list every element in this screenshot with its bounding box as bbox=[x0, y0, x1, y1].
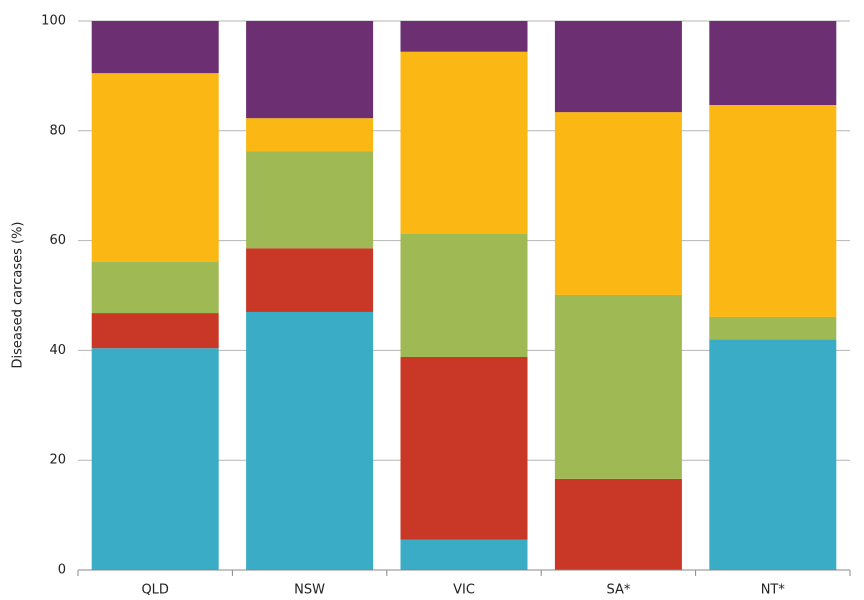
y-tick-label: 60 bbox=[49, 233, 66, 248]
x-tick-label: SA* bbox=[606, 583, 630, 598]
bar-segment bbox=[246, 21, 374, 119]
bar-segment bbox=[400, 539, 528, 570]
bar-segment bbox=[554, 112, 682, 295]
bar-segment bbox=[400, 51, 528, 235]
bar-segment bbox=[400, 21, 528, 52]
bar-segment bbox=[709, 316, 837, 340]
bar-segment bbox=[554, 294, 682, 479]
bar-segment bbox=[554, 21, 682, 113]
y-tick-label: 100 bbox=[41, 14, 66, 29]
bar-segment bbox=[709, 339, 837, 570]
x-tick-label: NSW bbox=[294, 583, 325, 598]
bar-segment bbox=[554, 478, 682, 570]
bar-segment bbox=[400, 234, 528, 357]
y-tick-label: 20 bbox=[49, 453, 66, 468]
x-tick-label: NT* bbox=[761, 583, 786, 598]
bar-segment bbox=[91, 262, 219, 314]
bar-segment bbox=[246, 248, 374, 312]
bar-segment bbox=[91, 313, 219, 349]
bar-segment bbox=[400, 356, 528, 540]
x-tick-label: VIC bbox=[453, 583, 475, 598]
y-tick-label: 40 bbox=[49, 343, 66, 358]
y-axis-title: Diseased carcases (%) bbox=[11, 222, 26, 369]
y-tick-label: 0 bbox=[58, 563, 66, 578]
y-tick-label: 80 bbox=[49, 123, 66, 138]
bar-segment bbox=[91, 73, 219, 263]
bar-segment bbox=[246, 311, 374, 570]
bar-segment bbox=[709, 104, 837, 317]
bar-segment bbox=[91, 348, 219, 570]
bar-segment bbox=[246, 151, 374, 249]
bar-segment bbox=[709, 21, 837, 105]
x-tick-label: QLD bbox=[141, 583, 169, 598]
bar-segment bbox=[91, 21, 219, 74]
bar-segment bbox=[246, 118, 374, 152]
